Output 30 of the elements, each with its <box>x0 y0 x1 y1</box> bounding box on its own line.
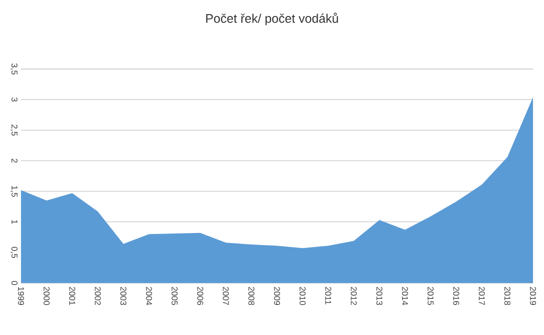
x-tick-label: 2014 <box>402 286 408 306</box>
y-tick-label: 1,5 <box>10 186 18 197</box>
y-tick-label: 2 <box>12 158 18 163</box>
y-tick-label: 3 <box>11 98 18 102</box>
x-tick-label: 2012 <box>350 286 357 305</box>
y-tick-label: 0 <box>11 280 18 286</box>
x-tick-label: 2017 <box>478 286 485 305</box>
x-tick-label: 2009 <box>274 286 280 305</box>
x-tick-label: 2007 <box>222 286 229 305</box>
chart-title: Počet řek/ počet vodáků <box>206 12 338 26</box>
x-tick-label: 2002 <box>94 286 101 305</box>
x-tick-label: 2006 <box>197 286 204 305</box>
x-tick-label: 2010 <box>300 286 306 306</box>
y-tick-label: 1 <box>12 220 18 224</box>
x-tick-label: 2016 <box>453 286 460 305</box>
y-tick-label: 2,5 <box>10 124 18 136</box>
x-tick-label: 2013 <box>376 286 382 305</box>
x-tick-label: 2001 <box>69 286 76 305</box>
x-tick-label: 2004 <box>146 286 152 306</box>
x-tick-label: 2008 <box>248 286 254 305</box>
x-tick-label: 2000 <box>44 286 50 306</box>
x-tick-label: 2005 <box>172 286 178 306</box>
x-tick-label: 2003 <box>120 286 126 305</box>
y-tick-label: 0,5 <box>10 246 18 258</box>
x-tick-label: 1999 <box>18 287 24 305</box>
y-tick-label: 3,5 <box>10 63 18 75</box>
x-tick-label: 2018 <box>504 286 510 305</box>
x-tick-label: 2015 <box>428 286 434 306</box>
x-tick-label: 2019 <box>530 286 536 305</box>
x-tick-label: 2011 <box>325 286 332 304</box>
